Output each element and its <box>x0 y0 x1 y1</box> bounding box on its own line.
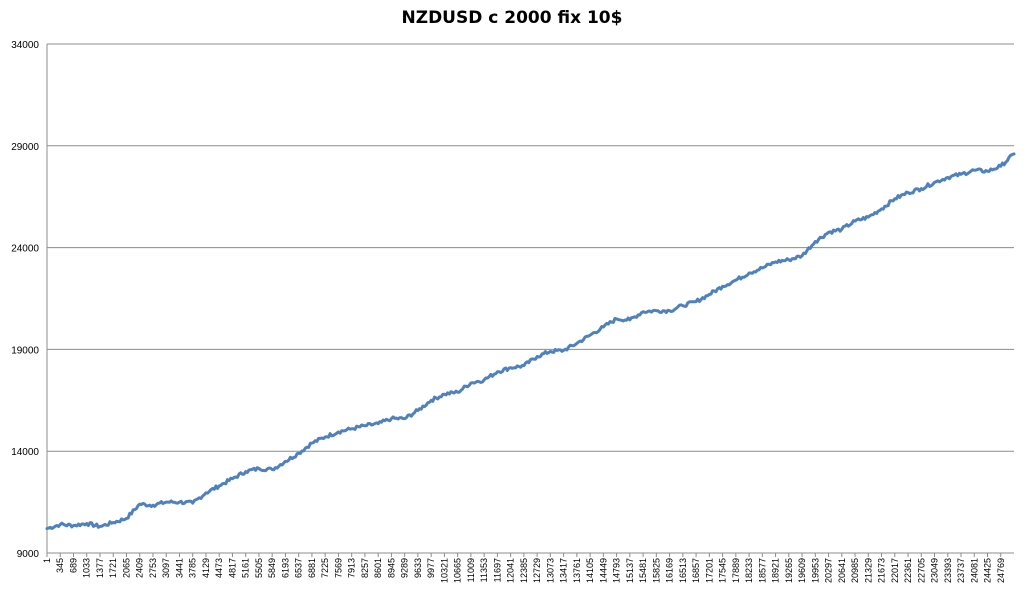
x-tick-label: 6881 <box>307 558 317 578</box>
x-tick-label: 17889 <box>731 558 741 583</box>
x-tick-label: 13417 <box>559 558 569 583</box>
series-line <box>45 152 1016 531</box>
x-tick-label: 3441 <box>174 558 184 578</box>
x-tick-label: 15481 <box>638 558 648 583</box>
x-tick-label: 6193 <box>280 558 290 578</box>
x-tick-label: 9977 <box>426 558 436 578</box>
x-tick-label: 16169 <box>665 558 675 583</box>
x-tick-label: 19953 <box>810 558 820 583</box>
x-tick-label: 21329 <box>863 558 873 583</box>
axes <box>46 44 1014 557</box>
x-tick-label: 13073 <box>545 558 555 583</box>
x-tick-label: 1033 <box>82 558 92 578</box>
x-tick-label: 5161 <box>241 558 251 578</box>
x-tick-label: 20985 <box>850 558 860 583</box>
y-tick-label: 14000 <box>11 447 39 458</box>
x-tick-label: 8257 <box>360 558 370 578</box>
x-tick-label: 20297 <box>824 558 834 583</box>
x-tick-label: 5505 <box>254 558 264 578</box>
x-tick-label: 4473 <box>214 558 224 578</box>
x-tick-label: 22017 <box>890 558 900 583</box>
x-tick-label: 24769 <box>996 558 1006 583</box>
y-tick-label: 9000 <box>17 549 40 560</box>
x-tick-label: 14793 <box>612 558 622 583</box>
x-tick-label: 11697 <box>492 558 502 582</box>
x-tick-label: 21673 <box>877 558 887 583</box>
x-tick-label: 23393 <box>943 558 953 583</box>
x-tick-label: 11353 <box>479 558 489 582</box>
x-tick-label: 12729 <box>532 558 542 583</box>
y-tick-label: 29000 <box>11 142 39 153</box>
x-tick-label: 7225 <box>320 558 330 578</box>
x-tick-label: 6537 <box>294 558 304 578</box>
x-tick-label: 2409 <box>135 558 145 578</box>
x-tick-label: 9633 <box>413 558 423 578</box>
x-tick-label: 7569 <box>333 558 343 578</box>
x-tick-label: 20641 <box>837 558 847 583</box>
x-tick-label: 19609 <box>797 558 807 583</box>
x-tick-label: 18233 <box>744 558 754 583</box>
x-tick-label: 8945 <box>386 558 396 578</box>
x-tick-label: 17545 <box>718 558 728 583</box>
x-tick-label: 4817 <box>227 558 237 578</box>
x-tick-label: 24425 <box>983 558 993 583</box>
x-tick-label: 12385 <box>519 558 529 583</box>
x-tick-label: 10321 <box>439 558 449 583</box>
x-tick-label: 11009 <box>466 558 476 582</box>
x-tick-labels: 1 345 689 1033 1377 1721 2065 2409 2753 3097 3441 3… <box>42 558 1006 583</box>
gridlines <box>47 43 1014 554</box>
x-tick-label: 22705 <box>916 558 926 583</box>
x-tick-label: 18577 <box>757 558 767 583</box>
x-tick-label: 12041 <box>506 558 516 583</box>
y-tick-label: 19000 <box>11 345 39 356</box>
x-tick-label: 17201 <box>704 558 714 583</box>
x-tick-label: 23737 <box>956 558 966 583</box>
x-tick-label: 2753 <box>148 558 158 578</box>
x-tick-label: 1 <box>42 558 52 563</box>
x-tick-label: 1377 <box>95 558 105 578</box>
x-tick-label: 2065 <box>121 558 131 578</box>
x-tick-label: 15825 <box>651 558 661 583</box>
x-tick-label: 9289 <box>400 558 410 578</box>
y-tick-labels: 9000 14000 19000 24000 29000 34000 <box>11 40 39 560</box>
x-tick-label: 7913 <box>347 558 357 578</box>
x-tick-label: 22361 <box>903 558 913 583</box>
x-tick-label: 8601 <box>373 558 383 578</box>
x-tick-label: 3097 <box>161 558 171 578</box>
x-tick-label: 19265 <box>784 558 794 583</box>
x-tick-label: 16857 <box>691 558 701 583</box>
x-tick-label: 10665 <box>453 558 463 583</box>
x-tick-label: 13761 <box>572 558 582 583</box>
x-tick-label: 15137 <box>625 558 635 583</box>
x-tick-label: 14449 <box>598 558 608 583</box>
x-tick-label: 14105 <box>585 558 595 583</box>
x-tick-label: 23049 <box>930 558 940 583</box>
x-tick-label: 24081 <box>969 558 979 583</box>
x-tick-label: 4129 <box>201 558 211 578</box>
x-tick-label: 345 <box>55 558 65 573</box>
x-tick-label: 1721 <box>108 558 118 578</box>
series-layer <box>45 152 1016 531</box>
y-tick-label: 24000 <box>11 244 39 255</box>
x-tick-label: 16513 <box>678 558 688 583</box>
x-tick-label: 18921 <box>771 558 781 583</box>
y-tick-label: 34000 <box>11 40 39 51</box>
x-tick-label: 3785 <box>188 558 198 578</box>
chart-title: NZDUSD c 2000 fix 10$ <box>401 8 623 28</box>
x-tick-label: 689 <box>68 558 78 573</box>
x-tick-label: 5849 <box>267 558 277 578</box>
